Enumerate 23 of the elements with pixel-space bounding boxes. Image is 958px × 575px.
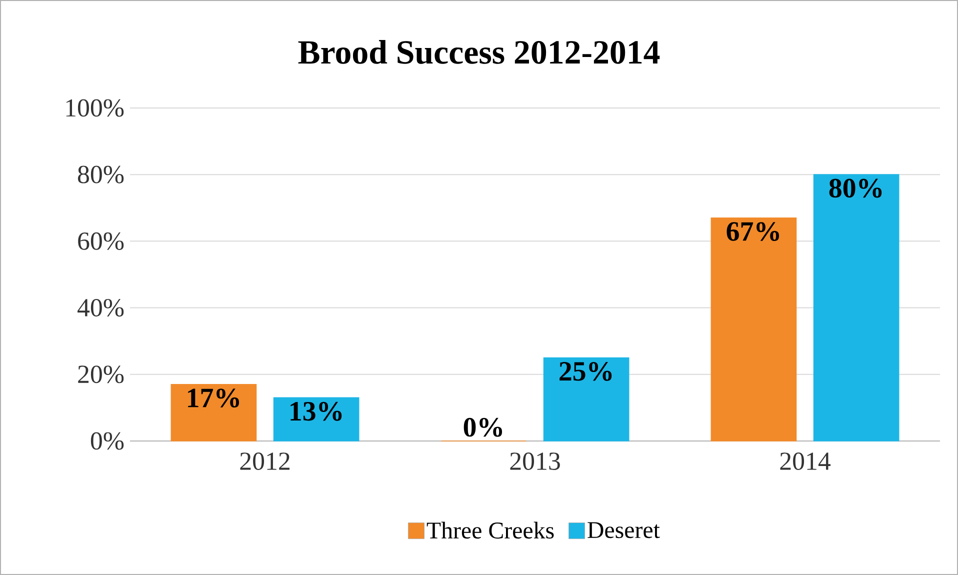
legend-label: Three Creeks (426, 522, 554, 539)
y-tick-label: 0% (90, 432, 124, 450)
data-label: 13% (290, 402, 342, 421)
data-label: 17% (188, 388, 239, 408)
bar (813, 174, 900, 442)
data-label: 25% (560, 362, 612, 381)
y-tick-label: 60% (78, 232, 124, 250)
y-tick-label: 100% (66, 99, 124, 117)
chart-title: Brood Success 2012-2014 (298, 40, 660, 64)
y-tick-label: 20% (78, 366, 124, 384)
y-tick-label: 40% (78, 298, 124, 317)
y-tick-label: 80% (78, 166, 124, 184)
x-tick-label: 2013 (510, 452, 560, 470)
legend-label: Deseret (588, 522, 660, 538)
x-tick-label: 2014 (780, 452, 831, 470)
data-label: 67% (726, 222, 779, 241)
bar (170, 384, 257, 442)
bar (543, 357, 630, 442)
data-label: 80% (829, 178, 882, 198)
bar (710, 217, 797, 442)
x-tick-label: 2012 (240, 452, 290, 470)
data-label: 0% (464, 418, 502, 437)
bar (273, 397, 360, 442)
